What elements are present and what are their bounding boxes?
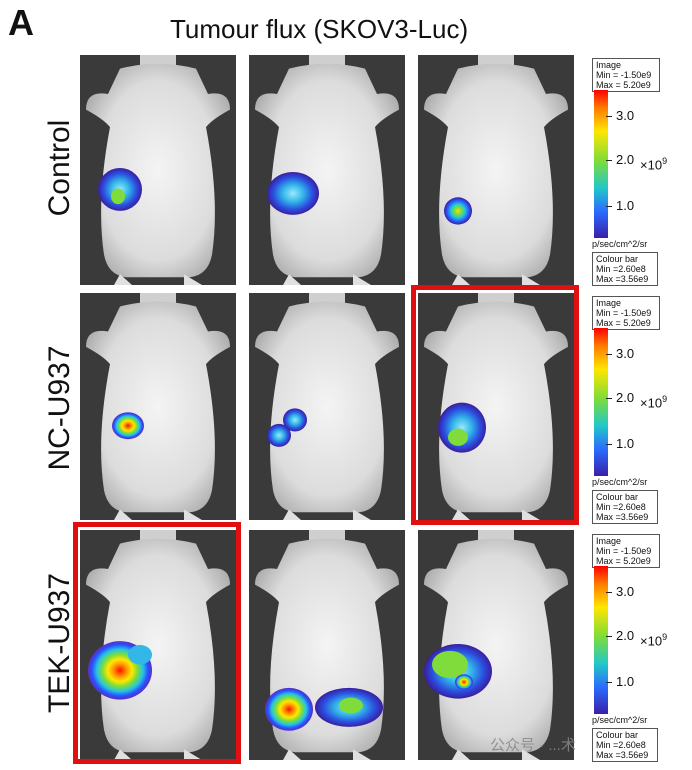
colour-bar-box: Colour bar Min =2.60e8 Max =3.56e9 <box>592 728 658 762</box>
colour-bar-label: Colour bar <box>596 254 639 264</box>
image-min: Min = -1.50e9 <box>596 546 652 556</box>
mouse-image-control-1 <box>80 55 236 285</box>
tick-3: 3.0 <box>616 108 635 123</box>
unit-label: p/sec/cm^2/sr <box>592 715 648 725</box>
row-label-control: Control <box>43 119 76 217</box>
image-max: Max = 5.20e9 <box>596 556 651 566</box>
colour-bar <box>594 90 608 238</box>
image-min: Min = -1.50e9 <box>596 70 652 80</box>
mouse-image-tek-u937-2 <box>249 530 405 760</box>
image-range-box: Image Min = -1.50e9 Max = 5.20e9 <box>592 534 660 568</box>
colour-bar-min: Min =2.60e8 <box>596 502 646 512</box>
highlight-frame-tek-u937-1 <box>73 522 241 764</box>
colour-bar-min: Min =2.60e8 <box>596 740 646 750</box>
colour-bar-box: Colour bar Min =2.60e8 Max =3.56e9 <box>592 490 658 524</box>
tick-2: 2.0 <box>616 152 635 167</box>
colour-bar-max: Max =3.56e9 <box>596 512 649 522</box>
tick-3: 3.0 <box>616 346 635 361</box>
colour-bar-label: Colour bar <box>596 492 639 502</box>
row-label-nc-u937: NC-U937 <box>43 345 76 471</box>
tick-1: 1.0 <box>616 436 635 451</box>
watermark: 公众号 · ...术 <box>490 737 576 754</box>
tick-1: 1.0 <box>616 198 635 213</box>
colour-scale-legend-tek-u937: Image Min = -1.50e9 Max = 5.20e9 3.0 2.0… <box>592 534 667 762</box>
exponent-label: ×109 <box>640 632 668 649</box>
colour-bar-label: Colour bar <box>596 730 639 740</box>
mouse-image-nc-u937-1 <box>80 293 236 520</box>
exponent-label: ×109 <box>640 156 668 173</box>
mouse-image-nc-u937-3 <box>418 293 574 520</box>
panel-letter: A <box>8 2 34 43</box>
image-label: Image <box>596 536 622 546</box>
image-range-box: Image Min = -1.50e9 Max = 5.20e9 <box>592 58 660 92</box>
figure-title: Tumour flux (SKOV3-Luc) <box>170 14 469 44</box>
mouse-image-control-3 <box>418 55 574 285</box>
colour-bar-min: Min =2.60e8 <box>596 264 646 274</box>
colour-bar-max: Max =3.56e9 <box>596 274 649 284</box>
tick-3: 3.0 <box>616 584 635 599</box>
image-label: Image <box>596 60 622 70</box>
mouse-image-tek-u937-3 <box>418 530 574 760</box>
colour-bar-max: Max =3.56e9 <box>596 750 649 760</box>
colour-scale-legend-nc-u937: Image Min = -1.50e9 Max = 5.20e9 3.0 2.0… <box>592 296 667 524</box>
colour-scale-legend-control: Image Min = -1.50e9 Max = 5.20e9 3.0 2.0… <box>592 58 667 286</box>
tick-1: 1.0 <box>616 674 635 689</box>
unit-label: p/sec/cm^2/sr <box>592 477 648 487</box>
colour-bar <box>594 566 608 714</box>
tick-2: 2.0 <box>616 390 635 405</box>
colour-bar-box: Colour bar Min =2.60e8 Max =3.56e9 <box>592 252 658 286</box>
highlight-frame-nc-u937-3 <box>411 285 579 525</box>
image-max: Max = 5.20e9 <box>596 318 651 328</box>
image-min: Min = -1.50e9 <box>596 308 652 318</box>
image-max: Max = 5.20e9 <box>596 80 651 90</box>
mouse-image-nc-u937-2 <box>249 293 405 520</box>
mouse-image-control-2 <box>249 55 405 285</box>
colour-bar <box>594 328 608 476</box>
unit-label: p/sec/cm^2/sr <box>592 239 648 249</box>
image-label: Image <box>596 298 622 308</box>
mouse-image-tek-u937-1 <box>80 530 236 760</box>
exponent-label: ×109 <box>640 394 668 411</box>
tick-2: 2.0 <box>616 628 635 643</box>
image-range-box: Image Min = -1.50e9 Max = 5.20e9 <box>592 296 660 330</box>
